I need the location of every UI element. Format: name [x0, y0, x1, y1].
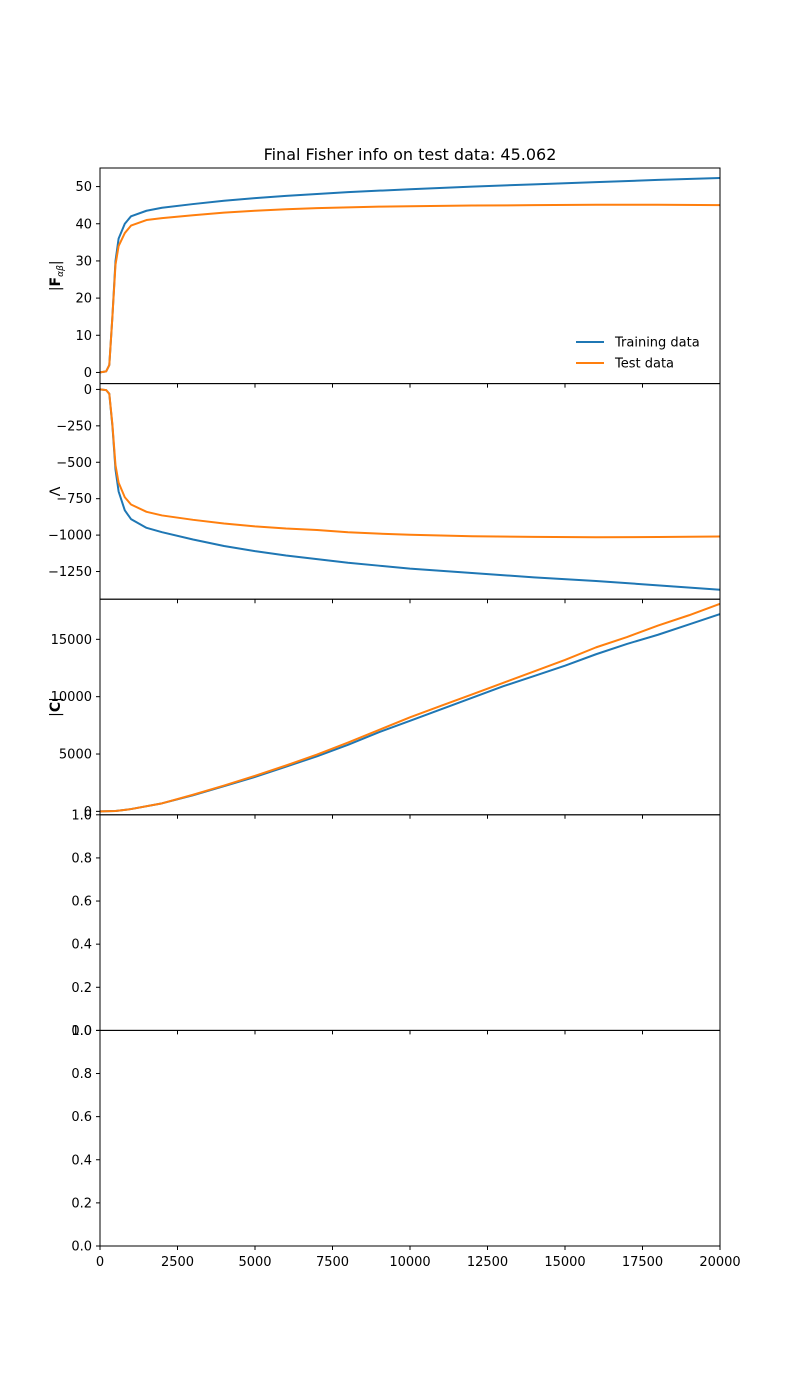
ytick-label: −250: [56, 419, 92, 434]
ytick-label: 0.4: [71, 938, 92, 953]
xtick-label: 0: [96, 1255, 104, 1270]
legend-label: Training data: [614, 336, 700, 351]
ytick-label: 10: [75, 329, 92, 344]
ytick-label: 0.6: [71, 895, 92, 910]
ylabel-lambda: Λ: [48, 486, 64, 496]
legend: Training data Test data: [576, 336, 700, 372]
ytick-label: 0: [84, 805, 92, 820]
xtick-label: 12500: [467, 1255, 508, 1270]
ytick-label: −1250: [48, 565, 92, 580]
ytick-label: 15000: [51, 633, 92, 648]
ytick-label: 0.8: [71, 1067, 92, 1082]
ytick-label: 0.2: [71, 1196, 92, 1211]
ytick-label: 20: [75, 292, 92, 307]
ytick-label: 0.4: [71, 1153, 92, 1168]
xtick-label: 15000: [544, 1255, 585, 1270]
ytick-label: 40: [75, 217, 92, 232]
series-line-lambda-test-data: [100, 388, 720, 539]
ytick-label: 0: [84, 366, 92, 381]
xtick-label: 2500: [161, 1255, 194, 1270]
xtick-label: 17500: [622, 1255, 663, 1270]
panel-empty-2: 0.0 0.2 0.4 0.6 0.8 1.0 0 2500 5000 7500 10000 1250…: [71, 1024, 740, 1270]
xtick-label: 20000: [699, 1255, 740, 1270]
ytick-label: 50: [75, 180, 92, 195]
ytick-label: 0.8: [71, 851, 92, 866]
ytick-label: 1.0: [71, 808, 92, 823]
panel-fisher: 0 10 20 30 40 50 |Fαβ|: [48, 167, 721, 388]
panel-covariance: 0 5000 10000 15000 |C|: [48, 598, 721, 820]
ytick-label: 5000: [59, 748, 92, 763]
ytick-label: 10000: [51, 690, 92, 705]
ytick-label: −750: [56, 492, 92, 507]
ytick-label: 0.2: [71, 981, 92, 996]
ytick-label: 1.0: [71, 1024, 92, 1039]
chart-title: Final Fisher info on test data: 45.062: [264, 145, 557, 164]
ytick-label: 0.0: [71, 1024, 92, 1039]
legend-label: Test data: [614, 357, 674, 372]
ylabel-fisher: |Fαβ|: [48, 260, 66, 291]
panel-empty-1: 0.0 0.2 0.4 0.6 0.8 1.0: [71, 808, 721, 1039]
ytick-label: 0.0: [71, 1240, 92, 1255]
series-line-covariance-test-data: [100, 602, 720, 813]
ylabel-covariance: |C|: [48, 697, 64, 717]
panel-lambda: 0 −250 −500 −750 −1000 −1250 Λ: [48, 383, 721, 604]
ytick-label: 30: [75, 254, 92, 269]
series-line-fisher-test-data: [100, 203, 720, 374]
ytick-label: 0: [84, 383, 92, 398]
ytick-label: −1000: [48, 529, 92, 544]
xtick-label: 7500: [316, 1255, 349, 1270]
xtick-label: 10000: [389, 1255, 430, 1270]
ytick-label: 0.6: [71, 1110, 92, 1125]
xtick-label: 5000: [238, 1255, 271, 1270]
ytick-label: −500: [56, 456, 92, 471]
